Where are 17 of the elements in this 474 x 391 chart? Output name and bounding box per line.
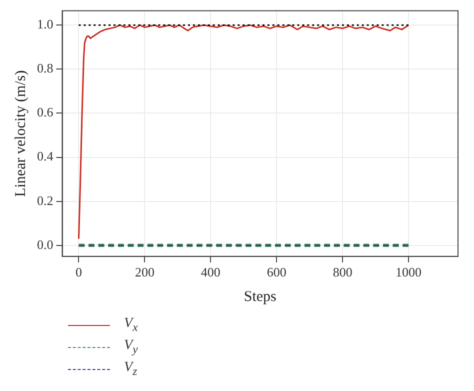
legend-label: V$_{z}$ — [124, 360, 138, 378]
x-tick-label: 400 — [200, 264, 220, 280]
x-tick-label: 600 — [266, 264, 286, 280]
legend-label: V$_{x}$ — [124, 316, 138, 334]
y-tick-label: 0.4 — [37, 148, 54, 164]
y-tick-label: 0.6 — [37, 104, 54, 120]
x-tick-label: 800 — [332, 264, 352, 280]
y-tick-label: 0.2 — [37, 192, 54, 208]
y-tick-label: 1.0 — [37, 16, 54, 32]
x-axis-title: Steps — [244, 288, 277, 305]
x-tick-label: 0 — [75, 264, 82, 280]
y-tick-label: 0.0 — [37, 236, 54, 252]
x-tick-label: 200 — [134, 264, 154, 280]
y-tick-label: 0.8 — [37, 60, 54, 76]
x-tick-label: 1000 — [396, 264, 422, 280]
y-axis-title: Linear velocity (m/s) — [12, 70, 29, 197]
legend-label: V$_{y}$ — [124, 338, 138, 356]
